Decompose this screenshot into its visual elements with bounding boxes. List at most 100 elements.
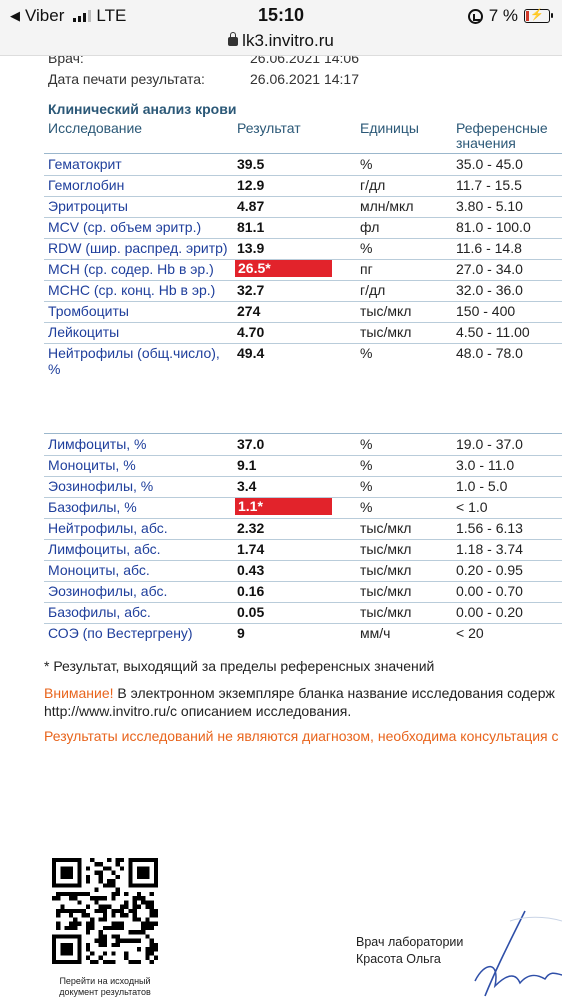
unit-value: тыс/мкл [360,604,412,620]
test-name[interactable]: Эозинофилы, % [48,478,154,494]
back-app-label[interactable]: Viber [25,6,65,25]
unit-value: % [360,436,373,452]
meta-print-value: 26.06.2021 14:17 [250,71,359,87]
test-name[interactable]: Нейтрофилы (общ.число), % [48,345,220,377]
reference-range: 19.0 - 37.0 [456,436,523,452]
lock-icon [228,32,239,46]
reference-range: 0.20 - 0.95 [456,562,523,578]
reference-range: 27.0 - 34.0 [456,261,523,277]
section-title: Клинический анализ крови [48,101,237,117]
test-name[interactable]: MCH (ср. содер. Hb в эр.) [48,261,214,277]
test-name[interactable]: Тромбоциты [48,303,129,319]
unit-value: г/дл [360,282,386,298]
test-name[interactable]: Нейтрофилы, абс. [48,520,168,536]
url-text[interactable]: lk3.invitro.ru [242,31,334,50]
test-name[interactable]: Базофилы, % [48,499,137,515]
test-name[interactable]: Моноциты, % [48,457,136,473]
network-label: LTE [96,6,127,25]
row-divider [44,238,562,239]
result-value: 12.9 [237,177,265,193]
result-value-abnormal: 1.1* [235,498,332,515]
result-value: 9.1 [237,457,257,473]
lab-doctor: Врач лаборатории Красота Ольга [356,934,463,968]
test-name[interactable]: RDW (шир. распред. эритр) [48,240,228,256]
test-name[interactable]: Лейкоциты [48,324,120,340]
unit-value: % [360,457,373,473]
qr-code[interactable] [52,858,158,964]
test-name[interactable]: Базофилы, абс. [48,604,151,620]
reference-range: 4.50 - 11.00 [456,324,530,340]
unit-value: тыс/мкл [360,562,412,578]
result-value: 37.0 [237,436,265,452]
meta-doctor-label: Врач: [48,56,84,66]
back-arrow-icon[interactable]: ◀ [10,8,20,23]
reference-range: 3.80 - 5.10 [456,198,523,214]
result-value: 3.4 [237,478,257,494]
unit-value: тыс/мкл [360,541,412,557]
group-divider [44,433,562,434]
result-value: 13.9 [237,240,265,256]
result-value: 4.70 [237,324,265,340]
test-name[interactable]: Эритроциты [48,198,128,214]
reference-range: 35.0 - 45.0 [456,156,523,172]
reference-range: 0.00 - 0.70 [456,583,523,599]
result-value: 0.43 [237,562,265,578]
battery-percent: 7 % [488,6,518,25]
rotation-lock-icon [467,8,483,24]
unit-value: г/дл [360,177,386,193]
col-ref-2: значения [456,135,516,151]
test-name[interactable]: СОЭ (по Вестергрену) [48,625,193,641]
col-unit: Единицы [360,120,419,136]
reference-range: 1.0 - 5.0 [456,478,508,494]
unit-value: пг [360,261,373,277]
warning-line-1: Внимание! В электронном экземпляре бланк… [44,685,555,701]
reference-range: 150 - 400 [456,303,516,319]
result-value: 49.4 [237,345,265,361]
address-bar[interactable]: lk3.invitro.ru [0,30,562,56]
reference-range: 32.0 - 36.0 [456,282,523,298]
test-name[interactable]: Гемоглобин [48,177,125,193]
test-name[interactable]: Моноциты, абс. [48,562,150,578]
row-divider [44,280,562,281]
status-right: 7 % ⚡ [467,6,553,26]
test-name[interactable]: MCV (ср. объем эритр.) [48,219,202,235]
lab-report: Врач: 26.06.2021 14:06 Дата печати резул… [0,56,562,1000]
unit-value: фл [360,219,380,235]
test-name[interactable]: Гематокрит [48,156,122,172]
clock: 15:10 [257,5,305,25]
unit-value: тыс/мкл [360,520,412,536]
disclaimer: Результаты исследований не являются диаг… [44,728,559,744]
url-display[interactable]: lk3.invitro.ru [0,31,562,51]
row-divider [44,581,562,582]
meta-doctor-value: 26.06.2021 14:06 [250,56,359,66]
test-name[interactable]: Эозинофилы, абс. [48,583,168,599]
cellular-signal-icon [73,10,92,22]
row-divider [44,301,562,302]
qr-caption: Перейти на исходный документ результатов [59,976,151,997]
col-name: Исследование [48,120,143,136]
meta-print-label: Дата печати результата: [48,71,205,87]
test-name[interactable]: Лимфоциты, абс. [48,541,161,557]
unit-value: % [360,240,373,256]
status-left[interactable]: ◀ Viber LTE [10,6,126,26]
reference-range: < 20 [456,625,484,641]
doctor-name: Красота Ольга [356,952,441,966]
result-value: 9 [237,625,245,641]
warning-line-2[interactable]: http://www.invitro.ru/с описанием исслед… [44,703,352,719]
row-divider [44,455,562,456]
test-name[interactable]: MCHC (ср. конц. Hb в эр.) [48,282,216,298]
unit-value: тыс/мкл [360,324,412,340]
doctor-signature [474,910,562,997]
result-value: 0.05 [237,604,265,620]
doctor-role: Врач лаборатории [356,935,464,949]
unit-value: тыс/мкл [360,583,412,599]
test-name[interactable]: Лимфоциты, % [48,436,147,452]
reference-range: 11.7 - 15.5 [456,177,522,193]
row-divider [44,196,562,197]
row-divider [44,343,562,344]
meta-doctor-row: Врач: 26.06.2021 14:06 [48,56,359,66]
row-divider [44,518,562,519]
result-value-abnormal: 26.5* [235,260,332,277]
result-value: 81.1 [237,219,265,235]
row-divider [44,217,562,218]
